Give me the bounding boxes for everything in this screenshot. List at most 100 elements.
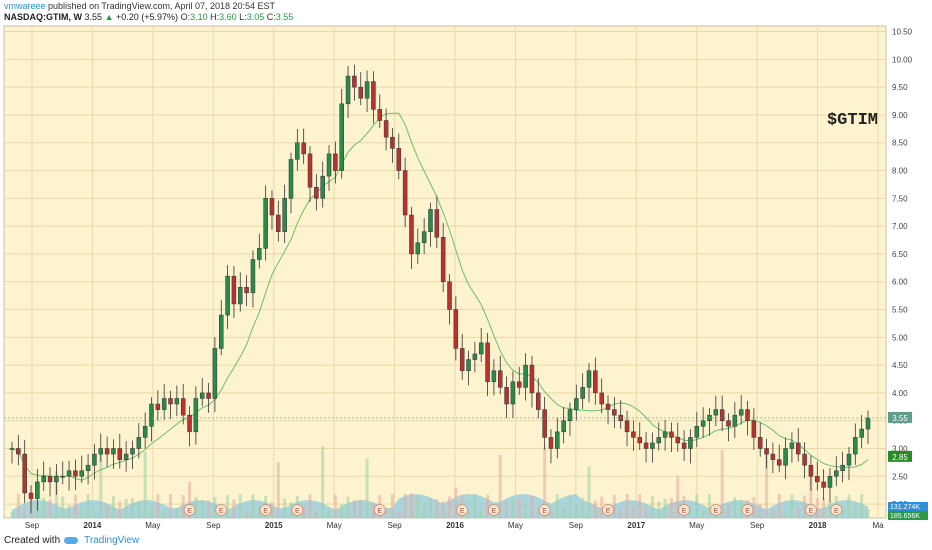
volume-bar bbox=[847, 494, 851, 518]
candle-body bbox=[421, 231, 427, 244]
earnings-marker-label: E bbox=[263, 508, 268, 515]
volume-bar bbox=[568, 495, 572, 518]
volume-bar bbox=[739, 500, 743, 518]
x-tick-label: Sep bbox=[750, 521, 765, 530]
y-tick-label: 4.50 bbox=[892, 361, 908, 370]
candle-body bbox=[517, 381, 522, 388]
candle-body bbox=[700, 420, 706, 427]
x-tick-label: Sep bbox=[387, 521, 402, 530]
candle-body bbox=[675, 437, 681, 444]
candle-body bbox=[434, 209, 440, 238]
volume-bar bbox=[175, 508, 179, 518]
volume-bar bbox=[435, 499, 439, 518]
y-tick-label: 8.50 bbox=[892, 139, 908, 148]
volume-bar bbox=[441, 501, 445, 518]
earnings-marker-label: E bbox=[295, 508, 300, 515]
candle-body bbox=[174, 398, 180, 405]
candle-body bbox=[631, 431, 636, 438]
candle-body bbox=[662, 431, 668, 438]
y-tick-label: 4.00 bbox=[892, 389, 908, 398]
y-tick-label: 9.50 bbox=[892, 83, 908, 92]
candle-body bbox=[161, 398, 167, 410]
volume-bar bbox=[473, 494, 477, 518]
earnings-marker bbox=[538, 504, 551, 516]
candle-body bbox=[650, 442, 655, 449]
candle-body bbox=[605, 403, 611, 410]
volume-bar bbox=[803, 495, 807, 518]
tradingview-logo-icon bbox=[64, 536, 79, 544]
volume-bar bbox=[657, 501, 661, 518]
volume-bar bbox=[612, 494, 616, 518]
candle-body bbox=[574, 398, 579, 410]
candle-body bbox=[16, 448, 21, 455]
volume-bar bbox=[619, 509, 623, 518]
change-value: +0.20 (+5.97%) bbox=[116, 12, 179, 22]
earnings-marker bbox=[259, 504, 272, 516]
volume-bar bbox=[200, 499, 204, 518]
candle-body bbox=[656, 437, 662, 444]
candle-body bbox=[428, 209, 433, 232]
candle-body bbox=[580, 387, 585, 399]
candle-body bbox=[180, 398, 186, 416]
candle-body bbox=[307, 153, 313, 188]
x-tick-label: 2017 bbox=[627, 521, 645, 530]
x-tick-label: May bbox=[145, 521, 160, 530]
candle-body bbox=[853, 437, 858, 455]
y-tick-label: 7.00 bbox=[892, 222, 908, 231]
earnings-marker-label: E bbox=[745, 508, 750, 515]
author-link[interactable]: vmwareee bbox=[4, 1, 46, 11]
candle-body bbox=[117, 448, 123, 460]
x-tick-label: Sep bbox=[206, 521, 221, 530]
volume-bar bbox=[536, 507, 540, 518]
candle-body bbox=[123, 453, 129, 460]
volume-bar bbox=[707, 494, 711, 518]
candle-body bbox=[821, 481, 826, 488]
candle-body bbox=[35, 481, 40, 499]
price-chart[interactable]: 2.002.503.003.504.004.505.005.506.006.50… bbox=[0, 24, 932, 534]
earnings-marker bbox=[183, 504, 196, 516]
volume-bar bbox=[130, 498, 134, 518]
volume-bar bbox=[828, 501, 832, 518]
volume-bar bbox=[188, 481, 192, 518]
candle-body bbox=[643, 442, 649, 449]
volume-bar bbox=[467, 509, 471, 518]
candle-body bbox=[624, 420, 630, 433]
candle-body bbox=[60, 476, 65, 478]
volume-bar bbox=[796, 506, 800, 518]
y-tick-label: 8.00 bbox=[892, 167, 908, 176]
earnings-marker-label: E bbox=[682, 508, 687, 515]
tradingview-brand-link[interactable]: TradingView bbox=[84, 535, 140, 546]
candle-body bbox=[529, 364, 535, 394]
candle-body bbox=[22, 453, 27, 494]
ma-price-label: 2.85 bbox=[892, 453, 908, 462]
candle-body bbox=[66, 470, 72, 477]
candle-body bbox=[586, 370, 592, 388]
volume-bar bbox=[638, 494, 642, 518]
volume-bar bbox=[663, 498, 667, 518]
volume-bar bbox=[302, 506, 306, 518]
candle-body bbox=[751, 420, 757, 438]
candle-body bbox=[41, 476, 46, 483]
candle-body bbox=[561, 420, 566, 433]
volume-bar bbox=[631, 505, 635, 518]
candle-body bbox=[206, 392, 211, 399]
volume-bar bbox=[403, 494, 407, 518]
candle-body bbox=[352, 75, 357, 88]
candle-body bbox=[47, 476, 53, 483]
x-tick-label: 2015 bbox=[265, 521, 283, 530]
candle-body bbox=[168, 398, 173, 405]
candle-body bbox=[738, 409, 744, 416]
volume-bar bbox=[777, 494, 781, 518]
close-value: 3.55 bbox=[275, 12, 294, 22]
chart-header-line2: NASDAQ:GTIM, W 3.55 ▲ +0.20 (+5.97%) O:3… bbox=[4, 12, 293, 23]
volume-bar bbox=[593, 500, 597, 518]
candle-body bbox=[250, 259, 256, 294]
earnings-marker-label: E bbox=[713, 508, 718, 515]
volume-bar bbox=[283, 498, 287, 518]
low-label: L: bbox=[239, 12, 247, 22]
candle-body bbox=[155, 403, 161, 410]
candle-body bbox=[269, 198, 275, 216]
volume-bar bbox=[562, 507, 566, 518]
volume-bar bbox=[245, 510, 249, 518]
volume-bar bbox=[790, 494, 794, 518]
